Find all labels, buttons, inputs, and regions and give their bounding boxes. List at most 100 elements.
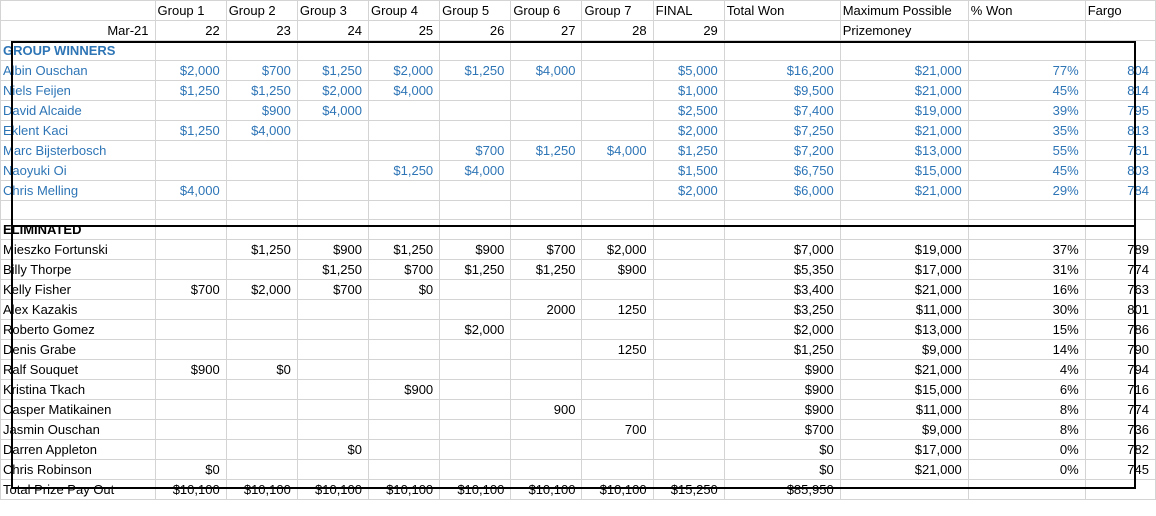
- cell[interactable]: [439, 180, 512, 201]
- cell[interactable]: [581, 279, 654, 300]
- cell[interactable]: 15%: [967, 319, 1086, 340]
- cell[interactable]: 790: [1084, 339, 1156, 360]
- cell[interactable]: $900: [367, 379, 441, 400]
- cell[interactable]: 14%: [967, 339, 1086, 360]
- cell[interactable]: [439, 120, 512, 141]
- cell[interactable]: $1,250: [367, 239, 441, 260]
- cell[interactable]: [581, 319, 654, 340]
- column-header[interactable]: [0, 0, 156, 21]
- column-header[interactable]: Group 2: [225, 0, 298, 21]
- cell[interactable]: [154, 219, 227, 240]
- cell[interactable]: [225, 319, 298, 340]
- cell[interactable]: [225, 299, 298, 320]
- cell[interactable]: [967, 40, 1086, 61]
- column-subheader[interactable]: 28: [581, 20, 654, 41]
- cell[interactable]: $900: [296, 239, 370, 260]
- cell[interactable]: 16%: [967, 279, 1086, 300]
- column-header[interactable]: FINAL: [652, 0, 725, 21]
- row-label[interactable]: Kristina Tkach: [0, 379, 156, 400]
- cell[interactable]: $21,000: [839, 180, 969, 201]
- column-header[interactable]: Group 4: [367, 0, 441, 21]
- row-label[interactable]: Albin Ouschan: [0, 60, 156, 81]
- column-subheader[interactable]: 29: [652, 20, 725, 41]
- section-title[interactable]: GROUP WINNERS: [0, 40, 156, 61]
- cell[interactable]: [510, 160, 583, 181]
- cell[interactable]: 31%: [967, 259, 1086, 280]
- cell[interactable]: [296, 399, 370, 420]
- cell[interactable]: $15,000: [839, 160, 969, 181]
- row-label[interactable]: [0, 200, 156, 220]
- cell[interactable]: 736: [1084, 419, 1156, 440]
- row-label[interactable]: Eklent Kaci: [0, 120, 156, 141]
- cell[interactable]: [367, 439, 441, 460]
- cell[interactable]: [439, 399, 512, 420]
- cell[interactable]: [367, 140, 441, 161]
- cell[interactable]: $900: [723, 399, 841, 420]
- row-label[interactable]: Casper Matikainen: [0, 399, 156, 420]
- cell[interactable]: 761: [1084, 140, 1156, 161]
- cell[interactable]: [652, 40, 725, 61]
- cell[interactable]: 804: [1084, 60, 1156, 81]
- cell[interactable]: $0: [296, 439, 370, 460]
- cell[interactable]: [367, 219, 441, 240]
- cell[interactable]: $1,250: [225, 239, 298, 260]
- cell[interactable]: 1250: [581, 339, 654, 360]
- cell[interactable]: [154, 200, 227, 220]
- cell[interactable]: $3,250: [723, 299, 841, 320]
- cell[interactable]: [367, 120, 441, 141]
- cell[interactable]: $13,000: [839, 319, 969, 340]
- cell[interactable]: 794: [1084, 359, 1156, 380]
- cell[interactable]: $13,000: [839, 140, 969, 161]
- cell[interactable]: [510, 120, 583, 141]
- cell[interactable]: [652, 219, 725, 240]
- cell[interactable]: [510, 459, 583, 480]
- cell[interactable]: [652, 279, 725, 300]
- cell[interactable]: [154, 259, 227, 280]
- cell[interactable]: [367, 419, 441, 440]
- cell[interactable]: 763: [1084, 279, 1156, 300]
- total-cell[interactable]: $10,100: [510, 479, 583, 500]
- total-cell[interactable]: [967, 479, 1086, 500]
- cell[interactable]: [439, 279, 512, 300]
- cell[interactable]: [154, 319, 227, 340]
- cell[interactable]: $1,250: [225, 80, 298, 101]
- cell[interactable]: [154, 100, 227, 121]
- cell[interactable]: $5,350: [723, 259, 841, 280]
- cell[interactable]: [581, 40, 654, 61]
- cell[interactable]: [1084, 219, 1156, 240]
- cell[interactable]: $0: [154, 459, 227, 480]
- cell[interactable]: 4%: [967, 359, 1086, 380]
- row-label[interactable]: Ralf Souquet: [0, 359, 156, 380]
- row-label[interactable]: Naoyuki Oi: [0, 160, 156, 181]
- cell[interactable]: 700: [581, 419, 654, 440]
- cell[interactable]: [296, 200, 370, 220]
- cell[interactable]: $17,000: [839, 259, 969, 280]
- row-label[interactable]: Roberto Gomez: [0, 319, 156, 340]
- cell[interactable]: [581, 160, 654, 181]
- cell[interactable]: [367, 399, 441, 420]
- total-cell[interactable]: $10,100: [296, 479, 370, 500]
- cell[interactable]: $700: [723, 419, 841, 440]
- cell[interactable]: [154, 160, 227, 181]
- cell[interactable]: $900: [581, 259, 654, 280]
- cell[interactable]: [367, 339, 441, 360]
- total-cell[interactable]: $10,100: [581, 479, 654, 500]
- cell[interactable]: [652, 259, 725, 280]
- column-subheader[interactable]: [723, 20, 841, 41]
- column-subheader[interactable]: 23: [225, 20, 298, 41]
- cell[interactable]: $900: [723, 379, 841, 400]
- cell[interactable]: [367, 180, 441, 201]
- cell[interactable]: [154, 419, 227, 440]
- cell[interactable]: [581, 120, 654, 141]
- row-label[interactable]: Chris Melling: [0, 180, 156, 201]
- cell[interactable]: 745: [1084, 459, 1156, 480]
- cell[interactable]: [296, 299, 370, 320]
- column-header[interactable]: Group 3: [296, 0, 370, 21]
- cell[interactable]: [652, 379, 725, 400]
- cell[interactable]: [367, 359, 441, 380]
- column-header[interactable]: Total Won: [723, 0, 841, 21]
- cell[interactable]: [225, 140, 298, 161]
- cell[interactable]: 784: [1084, 180, 1156, 201]
- cell[interactable]: [225, 439, 298, 460]
- cell[interactable]: [652, 419, 725, 440]
